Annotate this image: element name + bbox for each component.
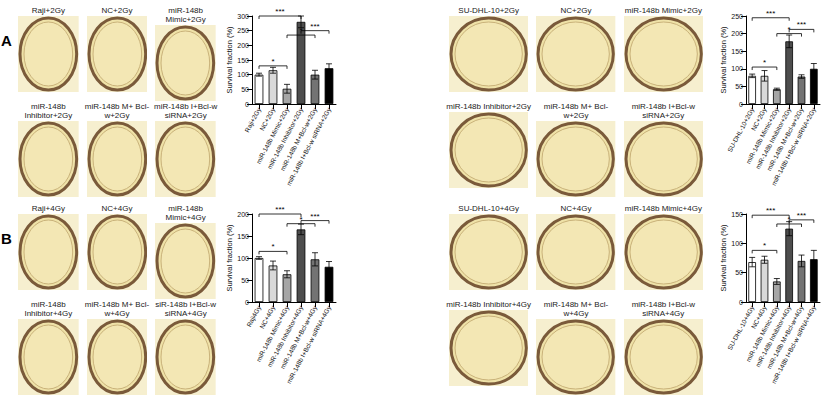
svg-text:0: 0	[739, 101, 743, 108]
html-text:SU-DHL-10+2Gy: SU-DHL-10+2Gy	[458, 6, 519, 15]
svg-text:miR-148b M+Bcl-w+2Gy: miR-148b M+Bcl-w+2Gy	[278, 106, 319, 172]
svg-text:200: 200	[237, 42, 249, 49]
svg-text:200: 200	[731, 30, 743, 37]
svg-text:*: *	[271, 242, 274, 251]
svg-text:***: ***	[275, 205, 284, 214]
html-text:SU-DHL-10+4Gy: SU-DHL-10+4Gy	[458, 204, 519, 213]
svg-text:***: ***	[766, 206, 775, 215]
svg-text:SU-DHL-10+2Gy: SU-DHL-10+2Gy	[726, 106, 756, 154]
html-text:miR-148b M+ Bcl-w+4Gy: miR-148b M+ Bcl-w+4Gy	[84, 300, 150, 318]
svg-text:***: ***	[275, 7, 284, 16]
svg-text:***: ***	[310, 22, 319, 31]
svg-text:Survival fraction (%): Survival fraction (%)	[225, 26, 234, 94]
svg-text:NC+2Gy: NC+2Gy	[749, 106, 768, 132]
html-text:siR-148b I+Bcl-w siRNA+4Gy: siR-148b I+Bcl-w siRNA+4Gy	[155, 300, 216, 318]
svg-text:150: 150	[731, 211, 743, 218]
html-text:NC+2Gy: NC+2Gy	[560, 6, 592, 15]
svg-text:0: 0	[245, 101, 249, 108]
svg-text:50: 50	[735, 269, 743, 276]
svg-text:50: 50	[241, 277, 249, 284]
svg-text:miR-148b I+Bcl-w siRNA+4Gy: miR-148b I+Bcl-w siRNA+4Gy	[770, 304, 818, 385]
html-text:miR-148b Inhibitor+4Gy: miR-148b Inhibitor+4Gy	[446, 300, 531, 309]
svg-text:miR-148b Mimic+4Gy: miR-148b Mimic+4Gy	[254, 304, 291, 363]
svg-text:miR-148b I+Bcl-w siRNA+2Gy: miR-148b I+Bcl-w siRNA+2Gy	[770, 106, 818, 187]
svg-text:***: ***	[310, 212, 319, 221]
html-text:NC+4Gy: NC+4Gy	[560, 204, 592, 213]
html-text:Raji+4Gy: Raji+4Gy	[31, 204, 65, 213]
html-text:miR-148b M+ Bcl-w+2Gy: miR-148b M+ Bcl-w+2Gy	[543, 102, 609, 120]
html-text:miR-148b I+Bcl-w siRNA+2Gy: miR-148b I+Bcl-w siRNA+2Gy	[631, 102, 695, 120]
html-text:miR-148b Inhibitor+2Gy: miR-148b Inhibitor+2Gy	[446, 102, 531, 111]
svg-text:miR-148b Inhibitor+2Gy: miR-148b Inhibitor+2Gy	[753, 106, 793, 171]
svg-text:*: *	[271, 57, 274, 66]
svg-text:Raji4Gy: Raji4Gy	[245, 304, 263, 328]
svg-text:50: 50	[735, 83, 743, 90]
svg-text:miR-148b I+Bcl-w siRNA+4Gy: miR-148b I+Bcl-w siRNA+4Gy	[285, 304, 333, 385]
html-text:B: B	[1, 230, 12, 247]
svg-text:miR-148b M+Bcl-w+2Gy: miR-148b M+Bcl-w+2Gy	[765, 106, 805, 172]
svg-text:200: 200	[237, 211, 249, 218]
svg-text:*: *	[763, 58, 766, 67]
svg-text:150: 150	[731, 48, 743, 55]
svg-text:100: 100	[731, 65, 743, 72]
svg-text:***: ***	[797, 20, 806, 29]
html-text:NC+4Gy: NC+4Gy	[101, 204, 133, 213]
svg-text:miR-148b Inhibitor+4Gy: miR-148b Inhibitor+4Gy	[753, 304, 793, 369]
html-text:miR-148b M+ Bcl-w+2Gy: miR-148b M+ Bcl-w+2Gy	[84, 102, 150, 120]
svg-text:miR-148b Mimic+2Gy: miR-148b Mimic+2Gy	[254, 106, 291, 165]
html-text:miR-148b I+Bcl-w siRNA+4Gy: miR-148b I+Bcl-w siRNA+4Gy	[631, 300, 695, 318]
svg-text:100: 100	[237, 71, 249, 78]
svg-text:150: 150	[237, 233, 249, 240]
svg-text:Survival fraction (%): Survival fraction (%)	[719, 224, 728, 292]
svg-text:100: 100	[237, 255, 249, 262]
html-text:miR-148b Mimic+4Gy: miR-148b Mimic+4Gy	[165, 204, 206, 222]
svg-text:miR-148b Mimic+2Gy: miR-148b Mimic+2Gy	[744, 106, 780, 165]
svg-text:***: ***	[766, 9, 775, 18]
svg-text:300: 300	[237, 13, 249, 20]
svg-text:100: 100	[731, 240, 743, 247]
svg-text:NC+2Gy: NC+2Gy	[258, 106, 277, 132]
svg-text:0: 0	[245, 299, 249, 306]
svg-text:miR-148b Inhibitor+4Gy: miR-148b Inhibitor+4Gy	[265, 304, 305, 369]
svg-text:Survival fraction (%): Survival fraction (%)	[719, 26, 728, 94]
html-text:miR-148b Mimic+2Gy: miR-148b Mimic+2Gy	[624, 6, 702, 15]
svg-text:NC+4Gy: NC+4Gy	[749, 304, 768, 330]
html-text:A: A	[1, 32, 12, 49]
svg-text:0: 0	[739, 299, 743, 306]
svg-text:250: 250	[731, 13, 743, 20]
svg-text:SU-DHL-10+4Gy: SU-DHL-10+4Gy	[726, 304, 756, 352]
svg-text:Survival fraction (%): Survival fraction (%)	[225, 224, 234, 292]
html-text:NC+2Gy: NC+2Gy	[101, 6, 133, 15]
svg-text:miR-148b M+Bcl-w+4Gy: miR-148b M+Bcl-w+4Gy	[278, 304, 319, 370]
svg-text:miR-148b M+Bcl-w+4Gy: miR-148b M+Bcl-w+4Gy	[765, 304, 805, 370]
svg-text:***: ***	[797, 211, 806, 220]
svg-text:*: *	[763, 241, 766, 250]
svg-text:miR-148b Inhibitor+2Gy: miR-148b Inhibitor+2Gy	[265, 106, 305, 171]
html-text:miR-148b Mimic+2Gy: miR-148b Mimic+2Gy	[165, 6, 206, 24]
html-text:miR-148b I+Bcl-w siRNA+2Gy: miR-148b I+Bcl-w siRNA+2Gy	[154, 102, 218, 120]
svg-text:Raji+2Gy: Raji+2Gy	[243, 106, 263, 134]
svg-text:50: 50	[241, 86, 249, 93]
html-text:Raji+2Gy: Raji+2Gy	[31, 6, 65, 15]
svg-text:miR-148b I+Bcl-w siRNA+2Gy: miR-148b I+Bcl-w siRNA+2Gy	[285, 106, 333, 187]
html-text:miR-148b Mimic+4Gy: miR-148b Mimic+4Gy	[624, 204, 702, 213]
svg-text:miR-148b Mimic+4Gy: miR-148b Mimic+4Gy	[744, 304, 780, 363]
html-text:miR-148b Inhibitor+4Gy: miR-148b Inhibitor+4Gy	[24, 300, 73, 318]
svg-text:NC+4Gy: NC+4Gy	[258, 304, 277, 330]
svg-text:250: 250	[237, 27, 249, 34]
html-text:miR-148b M+ Bcl-w+4Gy: miR-148b M+ Bcl-w+4Gy	[543, 300, 609, 318]
svg-text:150: 150	[237, 57, 249, 64]
html-text:miR-148b Inhibitor+2Gy: miR-148b Inhibitor+2Gy	[24, 102, 73, 120]
